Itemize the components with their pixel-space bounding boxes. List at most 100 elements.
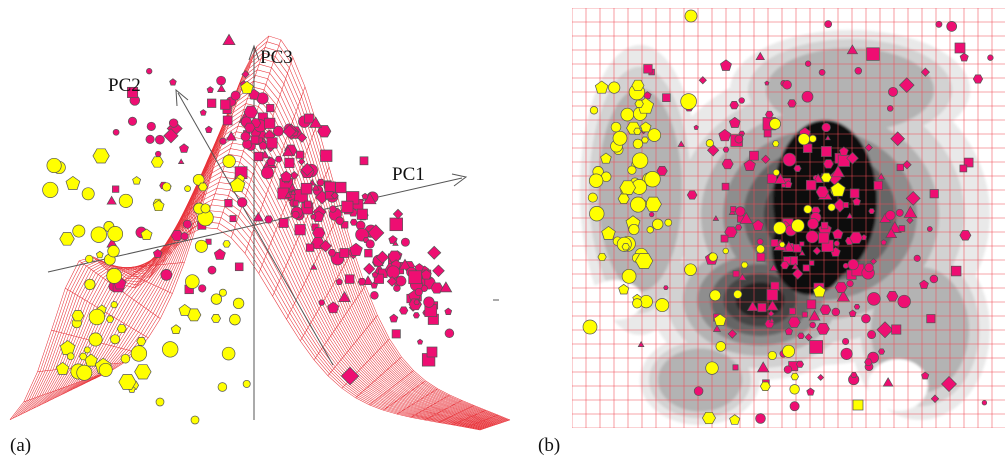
marker-hexagon	[787, 99, 797, 108]
marker-circle	[886, 105, 894, 112]
marker-circle	[646, 226, 654, 234]
marker-pentagon	[848, 309, 857, 317]
marker-pentagon	[919, 279, 929, 289]
marker-square	[749, 150, 759, 161]
marker-pentagon	[713, 313, 727, 326]
marker-square	[950, 265, 962, 277]
marker-square	[278, 218, 289, 228]
marker-hexagon	[853, 304, 861, 310]
marker-square	[359, 156, 369, 166]
marker-circle	[649, 211, 655, 218]
marker-circle	[130, 345, 148, 362]
marker-pentagon	[444, 307, 453, 315]
marker-circle	[773, 221, 787, 235]
marker-pentagon	[152, 248, 163, 258]
marker-triangle	[791, 262, 800, 270]
marker-hexagon	[641, 136, 649, 144]
marker-hexagon	[631, 79, 645, 92]
marker-hexagon	[663, 285, 669, 291]
pc1-axis-label: PC1	[392, 164, 425, 185]
marker-triangle	[836, 290, 851, 302]
marker-pentagon	[240, 80, 254, 94]
marker-circle	[913, 254, 921, 262]
panel-a-label: (a)	[10, 435, 31, 456]
marker-circle	[232, 297, 245, 310]
marker-circle	[821, 122, 831, 133]
marker-diamond	[297, 157, 306, 166]
marker-circle	[608, 81, 621, 94]
marker-square	[127, 86, 139, 98]
marker-triangle	[225, 130, 237, 141]
marker-pentagon	[361, 192, 369, 200]
marker-circle	[221, 346, 236, 361]
mesh-line	[466, 414, 499, 428]
marker-circle	[897, 294, 911, 309]
marker-circle	[207, 265, 217, 275]
marker-pentagon	[65, 175, 81, 190]
marker-circle	[145, 134, 155, 144]
marker-circle	[90, 226, 107, 243]
marker-circle	[791, 218, 805, 233]
marker-circle	[185, 274, 200, 289]
marker-pentagon	[258, 140, 268, 150]
marker-pentagon	[335, 278, 343, 286]
marker-square	[224, 199, 233, 208]
marker-square	[842, 202, 849, 208]
marker-triangle	[677, 140, 685, 147]
marker-hexagon	[264, 215, 274, 224]
marker-triangle	[769, 263, 778, 272]
marker-square	[730, 206, 737, 213]
marker-pentagon	[229, 177, 246, 193]
marker-square	[305, 243, 315, 252]
marker-triangle	[739, 211, 754, 224]
marker-square	[112, 185, 120, 193]
marker-circle	[861, 313, 871, 324]
marker-pentagon	[719, 59, 732, 71]
marker-square	[304, 200, 312, 209]
marker-square	[391, 329, 401, 339]
marker-diamond	[300, 162, 314, 177]
marker-circle	[423, 296, 435, 308]
marker-circle	[222, 154, 236, 168]
mesh-line	[57, 125, 496, 425]
marker-circle	[110, 301, 118, 309]
mesh-line	[62, 114, 498, 425]
marker-hexagon	[849, 231, 863, 244]
panel-a-principal-manifold: PC2 PC3 PC1 (a)	[9, 33, 511, 456]
marker-circle	[926, 226, 933, 232]
marker-diamond	[315, 190, 330, 205]
marker-circle	[106, 268, 123, 284]
marker-hexagon	[721, 158, 734, 170]
mesh-line	[438, 405, 474, 423]
marker-triangle	[808, 309, 821, 321]
marker-square	[250, 135, 260, 145]
marker-circle	[935, 20, 943, 28]
marker-circle	[652, 218, 664, 230]
marker-pentagon	[728, 116, 741, 128]
marker-pentagon	[420, 269, 432, 280]
marker-square	[296, 150, 304, 159]
marker-diamond	[791, 268, 804, 280]
marker-square	[720, 234, 729, 243]
mesh-line	[68, 103, 500, 424]
marker-circle	[628, 223, 640, 236]
marker-hexagon	[634, 99, 644, 108]
marker-circle	[237, 197, 248, 208]
marker-pentagon	[206, 86, 214, 93]
marker-circle	[684, 9, 698, 23]
marker-diamond	[941, 376, 957, 392]
marker-diamond	[906, 216, 914, 225]
marker-circle	[981, 400, 988, 406]
marker-hexagon	[71, 310, 85, 322]
marker-hexagon	[771, 140, 780, 148]
marker-hexagon	[795, 360, 805, 368]
marker-circle	[847, 258, 859, 271]
marker-circle	[107, 245, 120, 258]
marker-circle	[98, 362, 113, 377]
mesh-line	[89, 58, 507, 422]
marker-hexagon	[412, 312, 420, 319]
marker-hexagon	[819, 304, 832, 315]
marker-circle	[664, 218, 673, 227]
marker-hexagon	[312, 227, 326, 239]
marker-triangle	[290, 189, 297, 195]
